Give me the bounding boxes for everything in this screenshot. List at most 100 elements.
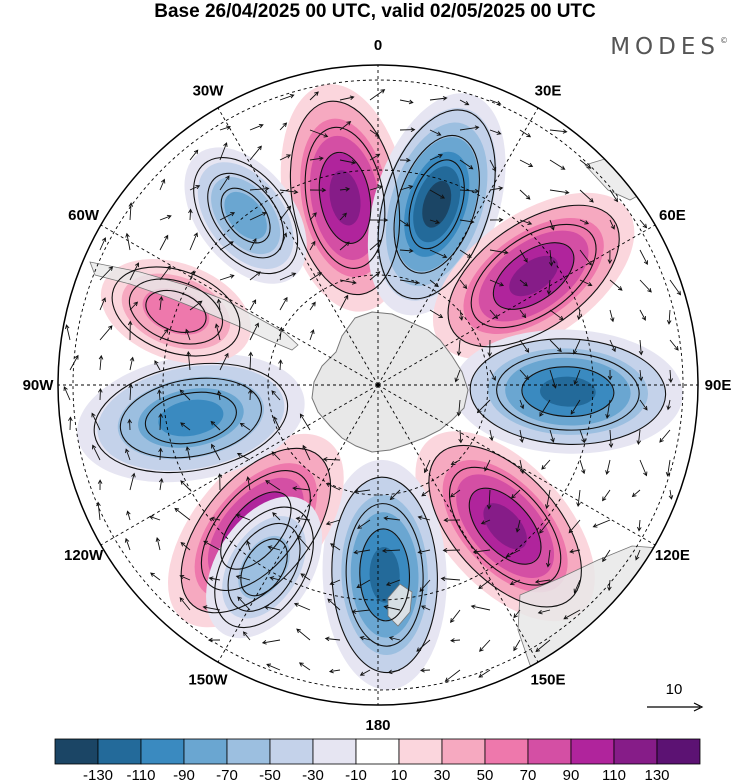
wind-arrow (548, 249, 554, 267)
wind-arrow (549, 129, 568, 134)
wind-arrow (609, 279, 623, 291)
wind-arrow (249, 299, 257, 311)
wind-arrow (444, 669, 461, 682)
longitude-label: 0 (374, 37, 382, 54)
streamline (220, 187, 271, 244)
wind-arrow (609, 189, 619, 203)
streamline (408, 159, 465, 250)
colorbar-tick-label: -110 (127, 767, 156, 783)
wind-arrow (96, 501, 101, 521)
wind-arrow (98, 387, 103, 401)
wind-arrow (64, 324, 71, 341)
wind-arrow (417, 549, 431, 555)
wind-vectors (63, 89, 682, 682)
colorbar-swatch (140, 738, 185, 765)
colorbar-swatch (484, 738, 529, 765)
wind-arrow (92, 444, 101, 461)
wind-arrow (568, 519, 581, 534)
wind-arrow (189, 270, 195, 281)
wind-arrow (203, 540, 221, 551)
wind-arrow (592, 519, 611, 528)
meridian-line (217, 107, 379, 386)
wind-arrow (519, 159, 534, 167)
anomaly-band (509, 255, 559, 297)
wind-arrow (159, 328, 169, 341)
wind-arrow (369, 271, 381, 281)
wind-arrow (541, 459, 551, 470)
wind-arrow (519, 279, 528, 287)
wind-arrow (339, 212, 347, 221)
wind-arrow (309, 187, 327, 193)
streamline (469, 338, 667, 445)
colorbar: -130 -110 -90 -70 -50 -30 -10 10 30 50 70 90 110 130 (54, 738, 701, 783)
wind-arrow (420, 605, 431, 611)
wind-arrow (458, 429, 464, 444)
wind-arrow (535, 639, 551, 653)
wind-arrow (369, 185, 384, 191)
wind-arrow (249, 186, 270, 192)
colorbar-swatch (226, 738, 271, 765)
wind-arrow (159, 234, 169, 251)
colorbar-tick-label: 90 (563, 767, 580, 783)
wind-arrow (668, 369, 674, 384)
wind-arrow (609, 309, 615, 323)
wind-arrow (125, 232, 131, 251)
wind-arrow (249, 238, 257, 251)
wind-arrow (279, 272, 297, 281)
wind-arrow (179, 597, 191, 611)
reference-vector-arrowhead (693, 702, 704, 712)
wind-arrow (309, 156, 324, 161)
wind-arrow (219, 274, 235, 281)
wind-arrow (399, 127, 416, 132)
wind-arrow (519, 219, 533, 226)
streamline (119, 377, 262, 459)
wind-arrow (609, 219, 615, 230)
wind-arrow (150, 572, 161, 581)
anomaly-cell (452, 329, 683, 454)
wind-arrow (279, 93, 295, 101)
wind-arrow (248, 389, 253, 401)
wind-arrow (249, 211, 267, 221)
wind-arrow (429, 249, 448, 259)
wind-arrow (185, 446, 191, 461)
wind-arrow (429, 309, 444, 318)
wind-arrow (563, 609, 581, 620)
wind-arrow (157, 389, 162, 401)
wind-arrow (296, 535, 311, 551)
wind-arrow (459, 159, 474, 170)
wind-arrow (369, 239, 383, 251)
streamline-group (93, 362, 289, 474)
anomaly-band (158, 399, 224, 437)
longitude-label: 60E (659, 207, 686, 224)
wind-arrow (279, 232, 288, 251)
wind-arrow (519, 309, 527, 319)
wind-arrow (454, 369, 461, 383)
longitude-label: 90W (23, 377, 55, 394)
wind-arrow (309, 212, 317, 221)
wind-arrow (329, 579, 341, 586)
streamline (377, 109, 496, 300)
wind-arrow (539, 519, 551, 534)
colorbar-swatch (570, 738, 615, 765)
wind-arrow (309, 329, 315, 341)
longitude-label: 30W (193, 83, 225, 100)
wind-arrow (128, 383, 134, 401)
wind-arrow (456, 399, 462, 417)
wind-arrow (129, 262, 140, 281)
streamline (492, 242, 575, 310)
wind-arrow (489, 99, 502, 106)
wind-arrow (219, 142, 228, 161)
wind-arrow (339, 121, 352, 131)
wind-arrow (489, 279, 505, 287)
wind-arrow (235, 513, 251, 521)
wind-arrow (279, 154, 292, 161)
wind-arrow (295, 516, 311, 522)
anomaly-band (483, 503, 527, 550)
wind-arrow (534, 579, 551, 584)
wind-arrow (480, 519, 491, 525)
colorbar-tick-label: 30 (434, 767, 451, 783)
longitude-label: 30E (535, 83, 562, 100)
wind-arrow (239, 422, 251, 431)
wind-arrow (383, 516, 401, 521)
wind-arrow (211, 443, 221, 461)
